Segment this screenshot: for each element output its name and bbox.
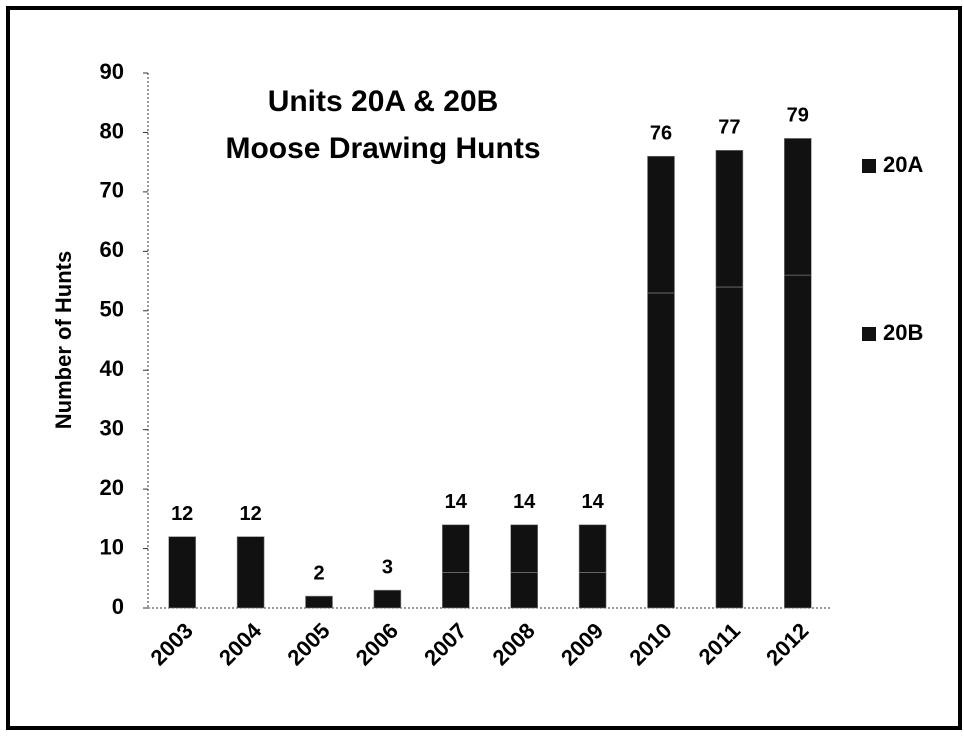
total-label: 14 [513, 491, 536, 513]
bar-segment [715, 286, 744, 609]
y-tick-label: 60 [100, 237, 124, 262]
bar-segment [373, 589, 402, 609]
total-label: 76 [650, 123, 672, 145]
y-tick-label: 50 [100, 297, 124, 322]
legend-label: 20B [883, 320, 923, 345]
bar-segment [578, 524, 607, 573]
bar-segment [783, 274, 812, 609]
legend-label: 20A [883, 152, 923, 177]
bar-segment [441, 524, 470, 573]
chart-title: Units 20A & 20B [268, 85, 499, 118]
bar-segment [510, 524, 539, 573]
total-label: 14 [445, 491, 468, 513]
bar-segment [305, 595, 333, 609]
y-tick-label: 70 [100, 178, 124, 203]
legend-swatch [862, 327, 876, 341]
chart-title: Moose Drawing Hunts [225, 132, 540, 165]
bar-segment [168, 536, 196, 609]
total-label: 3 [382, 556, 393, 578]
total-label: 77 [718, 117, 740, 139]
legend-swatch [862, 159, 876, 173]
y-tick-label: 30 [100, 415, 124, 440]
total-label: 14 [581, 491, 604, 513]
bar-segment [236, 536, 265, 609]
bar-segment [715, 149, 744, 288]
total-label: 79 [787, 105, 809, 127]
y-tick-label: 10 [100, 534, 124, 559]
y-tick-label: 80 [100, 118, 124, 143]
bar-segment [647, 292, 675, 609]
bar-segment [783, 138, 812, 276]
bar-segment [441, 572, 470, 609]
y-tick-label: 90 [100, 59, 124, 84]
total-label: 2 [313, 562, 324, 584]
total-label: 12 [171, 503, 193, 525]
y-tick-label: 0 [112, 594, 124, 619]
bar-segment [578, 572, 607, 609]
y-tick-label: 20 [100, 475, 124, 500]
bar-segment [510, 572, 539, 609]
bar-segment [647, 155, 675, 294]
y-axis-label: Number of Hunts [51, 251, 76, 429]
y-tick-label: 40 [100, 356, 124, 381]
total-label: 12 [239, 503, 261, 525]
